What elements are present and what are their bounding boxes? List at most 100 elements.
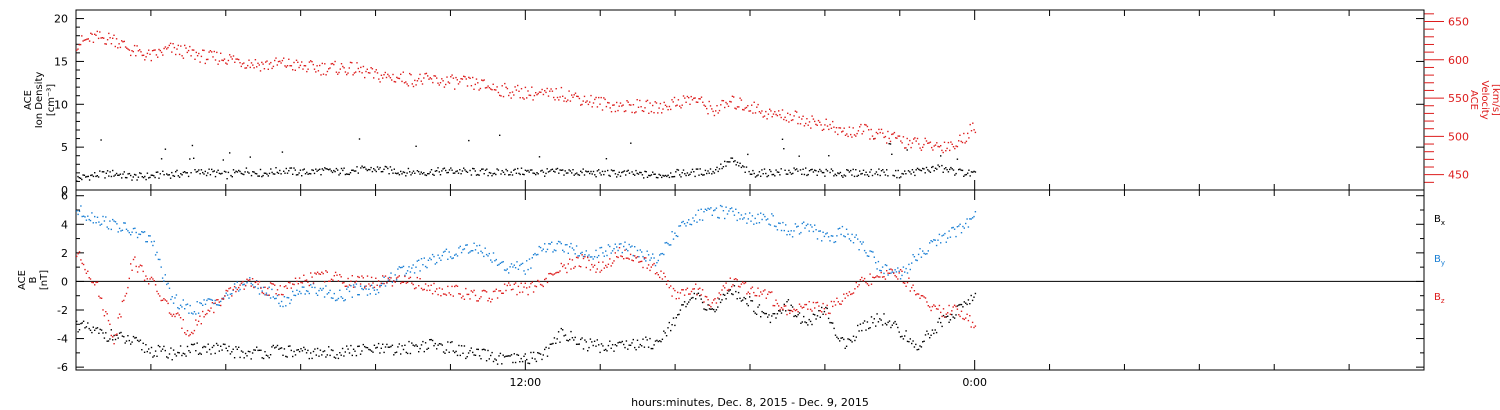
data-point [498, 355, 500, 357]
data-point [556, 243, 558, 245]
data-point [671, 176, 673, 178]
data-point [778, 310, 780, 312]
data-point [648, 174, 650, 177]
data-point [373, 77, 375, 79]
data-point [321, 271, 323, 273]
data-point [868, 327, 870, 330]
data-point [383, 74, 385, 76]
data-point [337, 280, 340, 282]
data-point [170, 347, 172, 349]
data-point [350, 280, 352, 282]
data-point [106, 39, 109, 41]
data-point [497, 91, 500, 94]
density-velocity-series [76, 30, 977, 182]
data-point [131, 269, 133, 271]
data-point [488, 358, 490, 360]
data-point [576, 172, 578, 174]
data-point [282, 354, 284, 356]
data-point [747, 153, 749, 156]
data-point [112, 336, 114, 338]
data-point [459, 81, 461, 83]
data-point [105, 332, 107, 334]
data-point [388, 276, 391, 279]
data-point [874, 137, 876, 140]
data-point [271, 67, 273, 70]
data-point [402, 348, 405, 351]
data-point [283, 296, 286, 298]
data-point [138, 266, 140, 268]
data-point [357, 67, 359, 70]
data-point [452, 172, 455, 174]
data-point [816, 301, 819, 304]
data-point [106, 340, 108, 342]
data-point [372, 287, 374, 289]
data-point [283, 348, 286, 350]
data-point [908, 277, 910, 279]
data-point [542, 285, 544, 288]
data-point [242, 284, 244, 286]
data-point [470, 347, 472, 349]
data-point [117, 317, 119, 319]
data-point [312, 169, 314, 172]
data-point [125, 228, 128, 230]
data-point [534, 285, 536, 287]
data-point [764, 215, 766, 218]
data-point [121, 229, 124, 231]
data-point [513, 264, 515, 266]
data-point [312, 63, 314, 66]
data-point [285, 285, 287, 287]
data-point [473, 289, 475, 292]
data-point [552, 342, 554, 345]
data-point [361, 72, 363, 74]
data-point [792, 172, 794, 175]
data-point [269, 282, 272, 284]
data-point [271, 171, 273, 174]
data-point [195, 313, 197, 315]
data-point [270, 168, 272, 170]
data-point [527, 268, 529, 271]
data-point [387, 73, 389, 76]
data-point [332, 349, 334, 352]
data-point [605, 158, 608, 160]
data-point [312, 282, 315, 284]
data-point [725, 282, 727, 284]
data-point [929, 306, 931, 308]
density-tick-label: 20 [54, 13, 68, 26]
data-point [418, 285, 420, 287]
data-point [409, 171, 411, 173]
data-point [924, 253, 927, 255]
data-point [871, 135, 874, 137]
data-point [320, 74, 322, 76]
data-point [718, 217, 720, 219]
data-point [164, 274, 166, 276]
data-point [890, 326, 892, 329]
data-point [148, 348, 150, 350]
data-point [934, 144, 937, 146]
data-point [848, 171, 851, 173]
data-point [396, 76, 398, 79]
data-point [942, 308, 945, 310]
data-point [673, 96, 676, 99]
data-point [393, 80, 395, 83]
data-point [599, 247, 601, 249]
data-point [460, 78, 462, 80]
data-point [519, 173, 521, 176]
data-point [954, 147, 956, 150]
data-point [480, 358, 482, 360]
data-point [638, 261, 640, 263]
data-point [913, 256, 916, 258]
data-point [756, 175, 758, 177]
data-point [693, 288, 695, 290]
data-point [840, 303, 842, 305]
data-point [282, 294, 284, 296]
data-point [387, 346, 389, 348]
data-point [650, 266, 652, 268]
data-point [578, 343, 580, 345]
data-point [242, 281, 244, 283]
data-point [161, 299, 164, 301]
data-point [161, 348, 164, 350]
data-point [420, 344, 423, 346]
data-point [860, 123, 862, 126]
data-point [735, 108, 737, 110]
data-point [949, 149, 951, 152]
